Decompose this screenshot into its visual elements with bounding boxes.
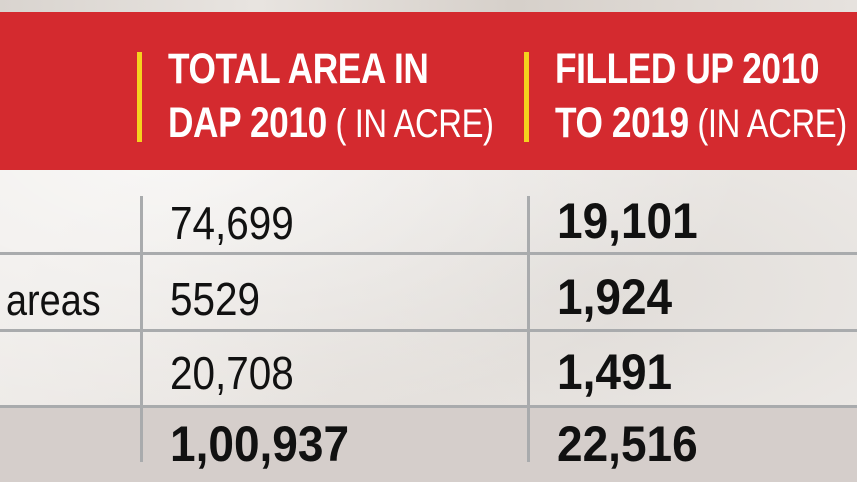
table-cell-filled-up: 1,924	[557, 269, 673, 325]
header-total-area-line1: TOTAL AREA IN	[168, 45, 429, 93]
table-cell-filled-up: 1,491	[557, 344, 673, 400]
total-cell-filled-up: 22,516	[557, 416, 698, 472]
header-accent-bar-filled-up	[524, 52, 529, 142]
column-divider	[140, 196, 143, 462]
table-cell-total-area: 20,708	[170, 347, 294, 399]
table-row-label: areas	[6, 276, 101, 325]
row-divider	[0, 405, 857, 408]
header-filled-up-line2: TO 2019 (IN ACRE)	[555, 96, 847, 151]
header-filled-up-unit: (IN ACRE)	[688, 102, 847, 146]
row-divider	[0, 252, 857, 255]
table-cell-total-area: 74,699	[170, 197, 294, 249]
header-total-area: TOTAL AREA IN DAP 2010 ( IN ACRE)	[168, 42, 494, 151]
total-row-band	[0, 408, 857, 482]
table-cell-total-area: 5529	[170, 273, 261, 325]
header-total-area-year: DAP 2010	[168, 99, 327, 147]
header-filled-up-line1: FILLED UP 2010	[555, 45, 820, 93]
column-divider	[527, 196, 530, 462]
header-total-area-unit: ( IN ACRE)	[326, 102, 494, 146]
header-total-area-line2: DAP 2010 ( IN ACRE)	[168, 96, 494, 151]
total-cell-total-area: 1,00,937	[170, 416, 350, 472]
top-background-strip	[0, 0, 857, 12]
header-filled-up: FILLED UP 2010 TO 2019 (IN ACRE)	[555, 42, 847, 151]
header-filled-up-year: TO 2019	[555, 99, 689, 147]
row-divider	[0, 329, 857, 332]
header-accent-bar-total-area	[137, 52, 142, 142]
table-header: TOTAL AREA IN DAP 2010 ( IN ACRE) FILLED…	[0, 12, 857, 170]
table-cell-filled-up: 19,101	[557, 193, 698, 249]
